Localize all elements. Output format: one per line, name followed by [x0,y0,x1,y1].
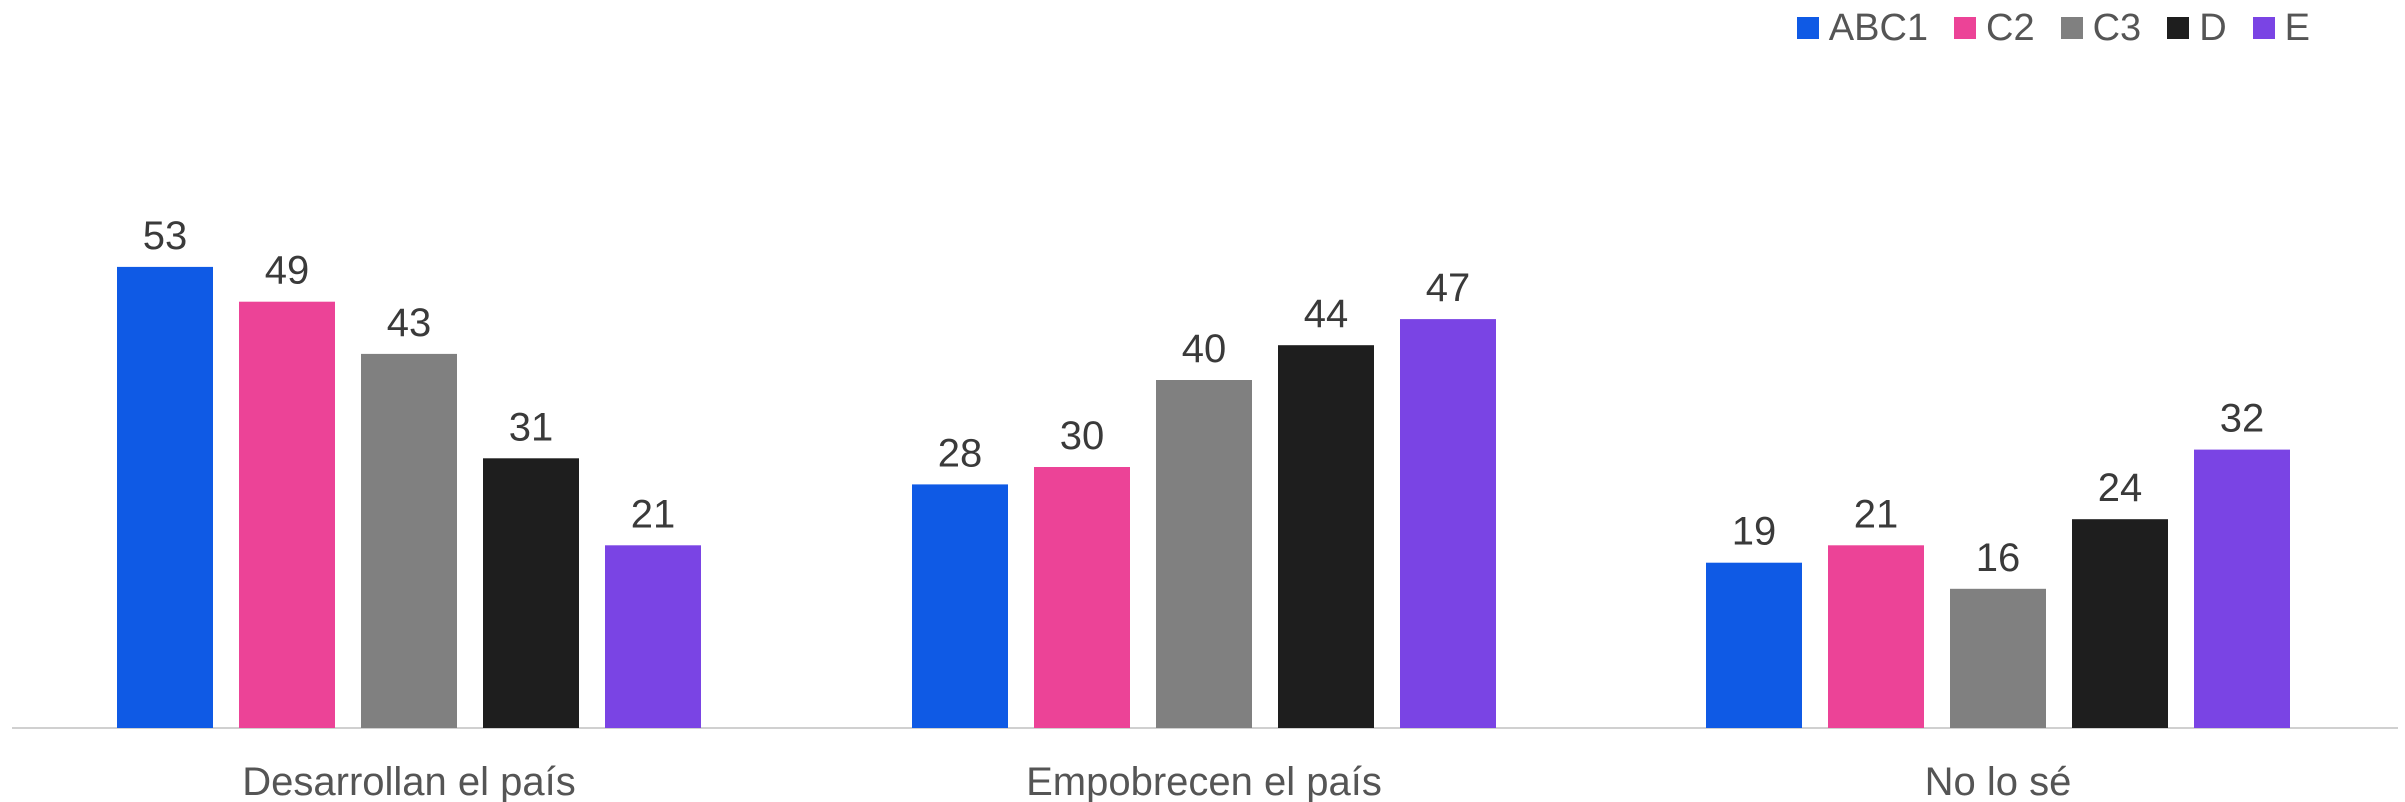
data-label: 44 [1304,292,1349,336]
bar-c3-2 [1156,380,1252,728]
legend-swatch [2060,17,2083,39]
bar-d-3 [2072,519,2168,728]
legend-swatch [1796,17,1819,39]
bar-c2-3 [1828,545,1924,728]
bar-d-1 [483,458,579,728]
bar-e-1 [605,545,701,728]
category-label: Empobrecen el país [1026,760,1382,802]
bar-c3-1 [361,353,457,728]
data-label: 32 [2220,397,2265,441]
legend-item-e: E [2252,6,2310,50]
bar-c3-3 [1950,588,2046,728]
legend-label: ABC1 [1828,7,1929,49]
legend-swatch [2167,17,2190,39]
data-label: 28 [938,431,983,475]
legend-item-abc1: ABC1 [1796,6,1929,50]
bar-c2-2 [1034,467,1130,728]
data-label: 40 [1182,327,1227,371]
bar-e-2 [1400,319,1496,728]
legend-label: C3 [2092,7,2142,49]
data-label: 53 [143,214,188,258]
bar-e-3 [2194,449,2290,728]
bar-abc1-2 [912,484,1008,728]
chart-legend: ABC1 C2 C3 D E [1796,6,2310,50]
data-label: 19 [1732,510,1777,554]
legend-label: C2 [1986,7,2035,49]
data-label: 21 [631,492,676,536]
legend-label: E [2284,7,2310,49]
legend-swatch [1954,17,1977,39]
data-label: 49 [265,249,310,293]
legend-item-c2: C2 [1954,6,2035,50]
bar-d-2 [1278,345,1374,728]
bar-abc1-1 [117,266,213,728]
category-label: No lo sé [1925,760,2072,802]
legend-item-c3: C3 [2060,6,2142,50]
data-label: 43 [387,301,432,345]
data-label: 47 [1426,266,1471,310]
bar-abc1-3 [1706,562,1802,728]
category-label: Desarrollan el país [242,760,576,802]
bar-c2-1 [239,301,335,728]
legend-label: D [2199,7,2227,49]
data-label: 16 [1976,536,2021,580]
data-label: 24 [2098,466,2143,510]
data-label: 31 [509,405,554,449]
legend-swatch [2252,17,2275,39]
legend-item-d: D [2167,6,2227,50]
data-label: 30 [1060,414,1105,458]
data-label: 21 [1854,492,1899,536]
